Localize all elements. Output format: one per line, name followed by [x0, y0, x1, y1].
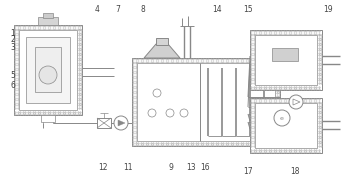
Circle shape	[114, 116, 128, 130]
Text: 3: 3	[10, 43, 15, 52]
Bar	[255, 103, 317, 148]
Bar	[26, 37, 70, 103]
Text: 17: 17	[243, 167, 253, 176]
Bar	[250, 30, 322, 90]
Bar	[19, 30, 77, 110]
Bar	[156, 38, 168, 45]
Text: 6: 6	[10, 81, 15, 89]
Bar	[35, 47, 61, 92]
Circle shape	[274, 110, 290, 126]
Text: 14: 14	[212, 5, 222, 14]
Bar	[272, 48, 298, 61]
Polygon shape	[118, 120, 125, 126]
Text: 13: 13	[186, 163, 196, 172]
Bar	[38, 17, 58, 25]
Text: 2: 2	[10, 35, 15, 45]
Bar	[255, 35, 317, 85]
Text: 19: 19	[323, 5, 333, 14]
Circle shape	[148, 109, 156, 117]
Text: 1: 1	[10, 28, 15, 37]
Circle shape	[153, 89, 161, 97]
Text: e: e	[280, 115, 284, 121]
Circle shape	[289, 95, 303, 109]
Bar	[43, 13, 53, 18]
Text: 12: 12	[98, 163, 108, 172]
Bar	[137, 63, 275, 141]
Text: 16: 16	[200, 163, 210, 172]
Bar	[132, 58, 280, 146]
Text: 11: 11	[123, 163, 133, 172]
Text: 8: 8	[141, 5, 145, 14]
Circle shape	[166, 109, 174, 117]
Text: 15: 15	[243, 5, 253, 14]
Text: 9: 9	[169, 163, 174, 172]
Bar	[250, 98, 322, 153]
Circle shape	[180, 109, 188, 117]
Text: 7: 7	[116, 5, 120, 14]
Bar	[97, 118, 111, 128]
Text: 18: 18	[290, 167, 300, 176]
Bar	[41, 115, 55, 122]
Text: 4: 4	[94, 5, 99, 14]
Bar	[14, 25, 82, 115]
Text: 5: 5	[10, 71, 15, 79]
Polygon shape	[144, 44, 180, 58]
Circle shape	[39, 66, 57, 84]
